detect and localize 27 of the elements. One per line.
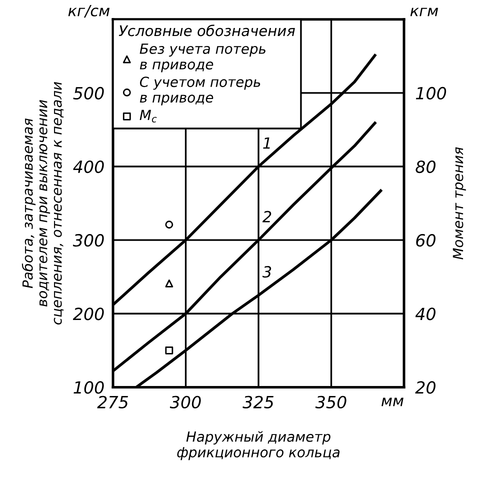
y2-tick-label: 60 xyxy=(416,234,436,247)
y-tick-label: 100 xyxy=(74,381,104,394)
series-label: 2 xyxy=(262,210,272,222)
y-tick-label: 300 xyxy=(72,234,104,247)
text: кг/см xyxy=(68,5,110,18)
series-label: 3 xyxy=(262,266,272,278)
y-tick-label: 500 xyxy=(73,86,104,100)
text: мм xyxy=(382,398,404,406)
y2-tick-label: 100 xyxy=(416,86,446,100)
x-axis-title: Наружный диаметр фрикционного кольца xyxy=(177,431,340,460)
y-tick-label: 400 xyxy=(73,160,104,174)
y-tick-label: 200 xyxy=(72,308,104,320)
text: кгм xyxy=(410,8,438,16)
x-tick-label: 325 xyxy=(242,396,274,408)
y2-axis-title: Момент трения xyxy=(452,147,466,260)
legend-title: Условные обозначения xyxy=(118,24,295,36)
series-label: 1 xyxy=(263,138,270,149)
x-tick-label: 275 xyxy=(97,396,128,408)
x-tick-label: 300 xyxy=(170,396,201,408)
y2-tick-label: 40 xyxy=(415,308,436,320)
y2-tick-label: 20 xyxy=(415,381,436,394)
x-tick-label: 350 xyxy=(315,396,346,408)
legend-label: С учетом потерь в приводе xyxy=(140,76,260,106)
legend-label: Без учета потерь в приводе xyxy=(140,44,266,72)
legend-label: M$_{c}$ xyxy=(140,110,157,122)
y-axis-title: Работа, затрачиваемая водителем при выключении сцепления, отнесенная к педали xyxy=(22,82,64,324)
y2-tick-label: 80 xyxy=(416,160,436,174)
